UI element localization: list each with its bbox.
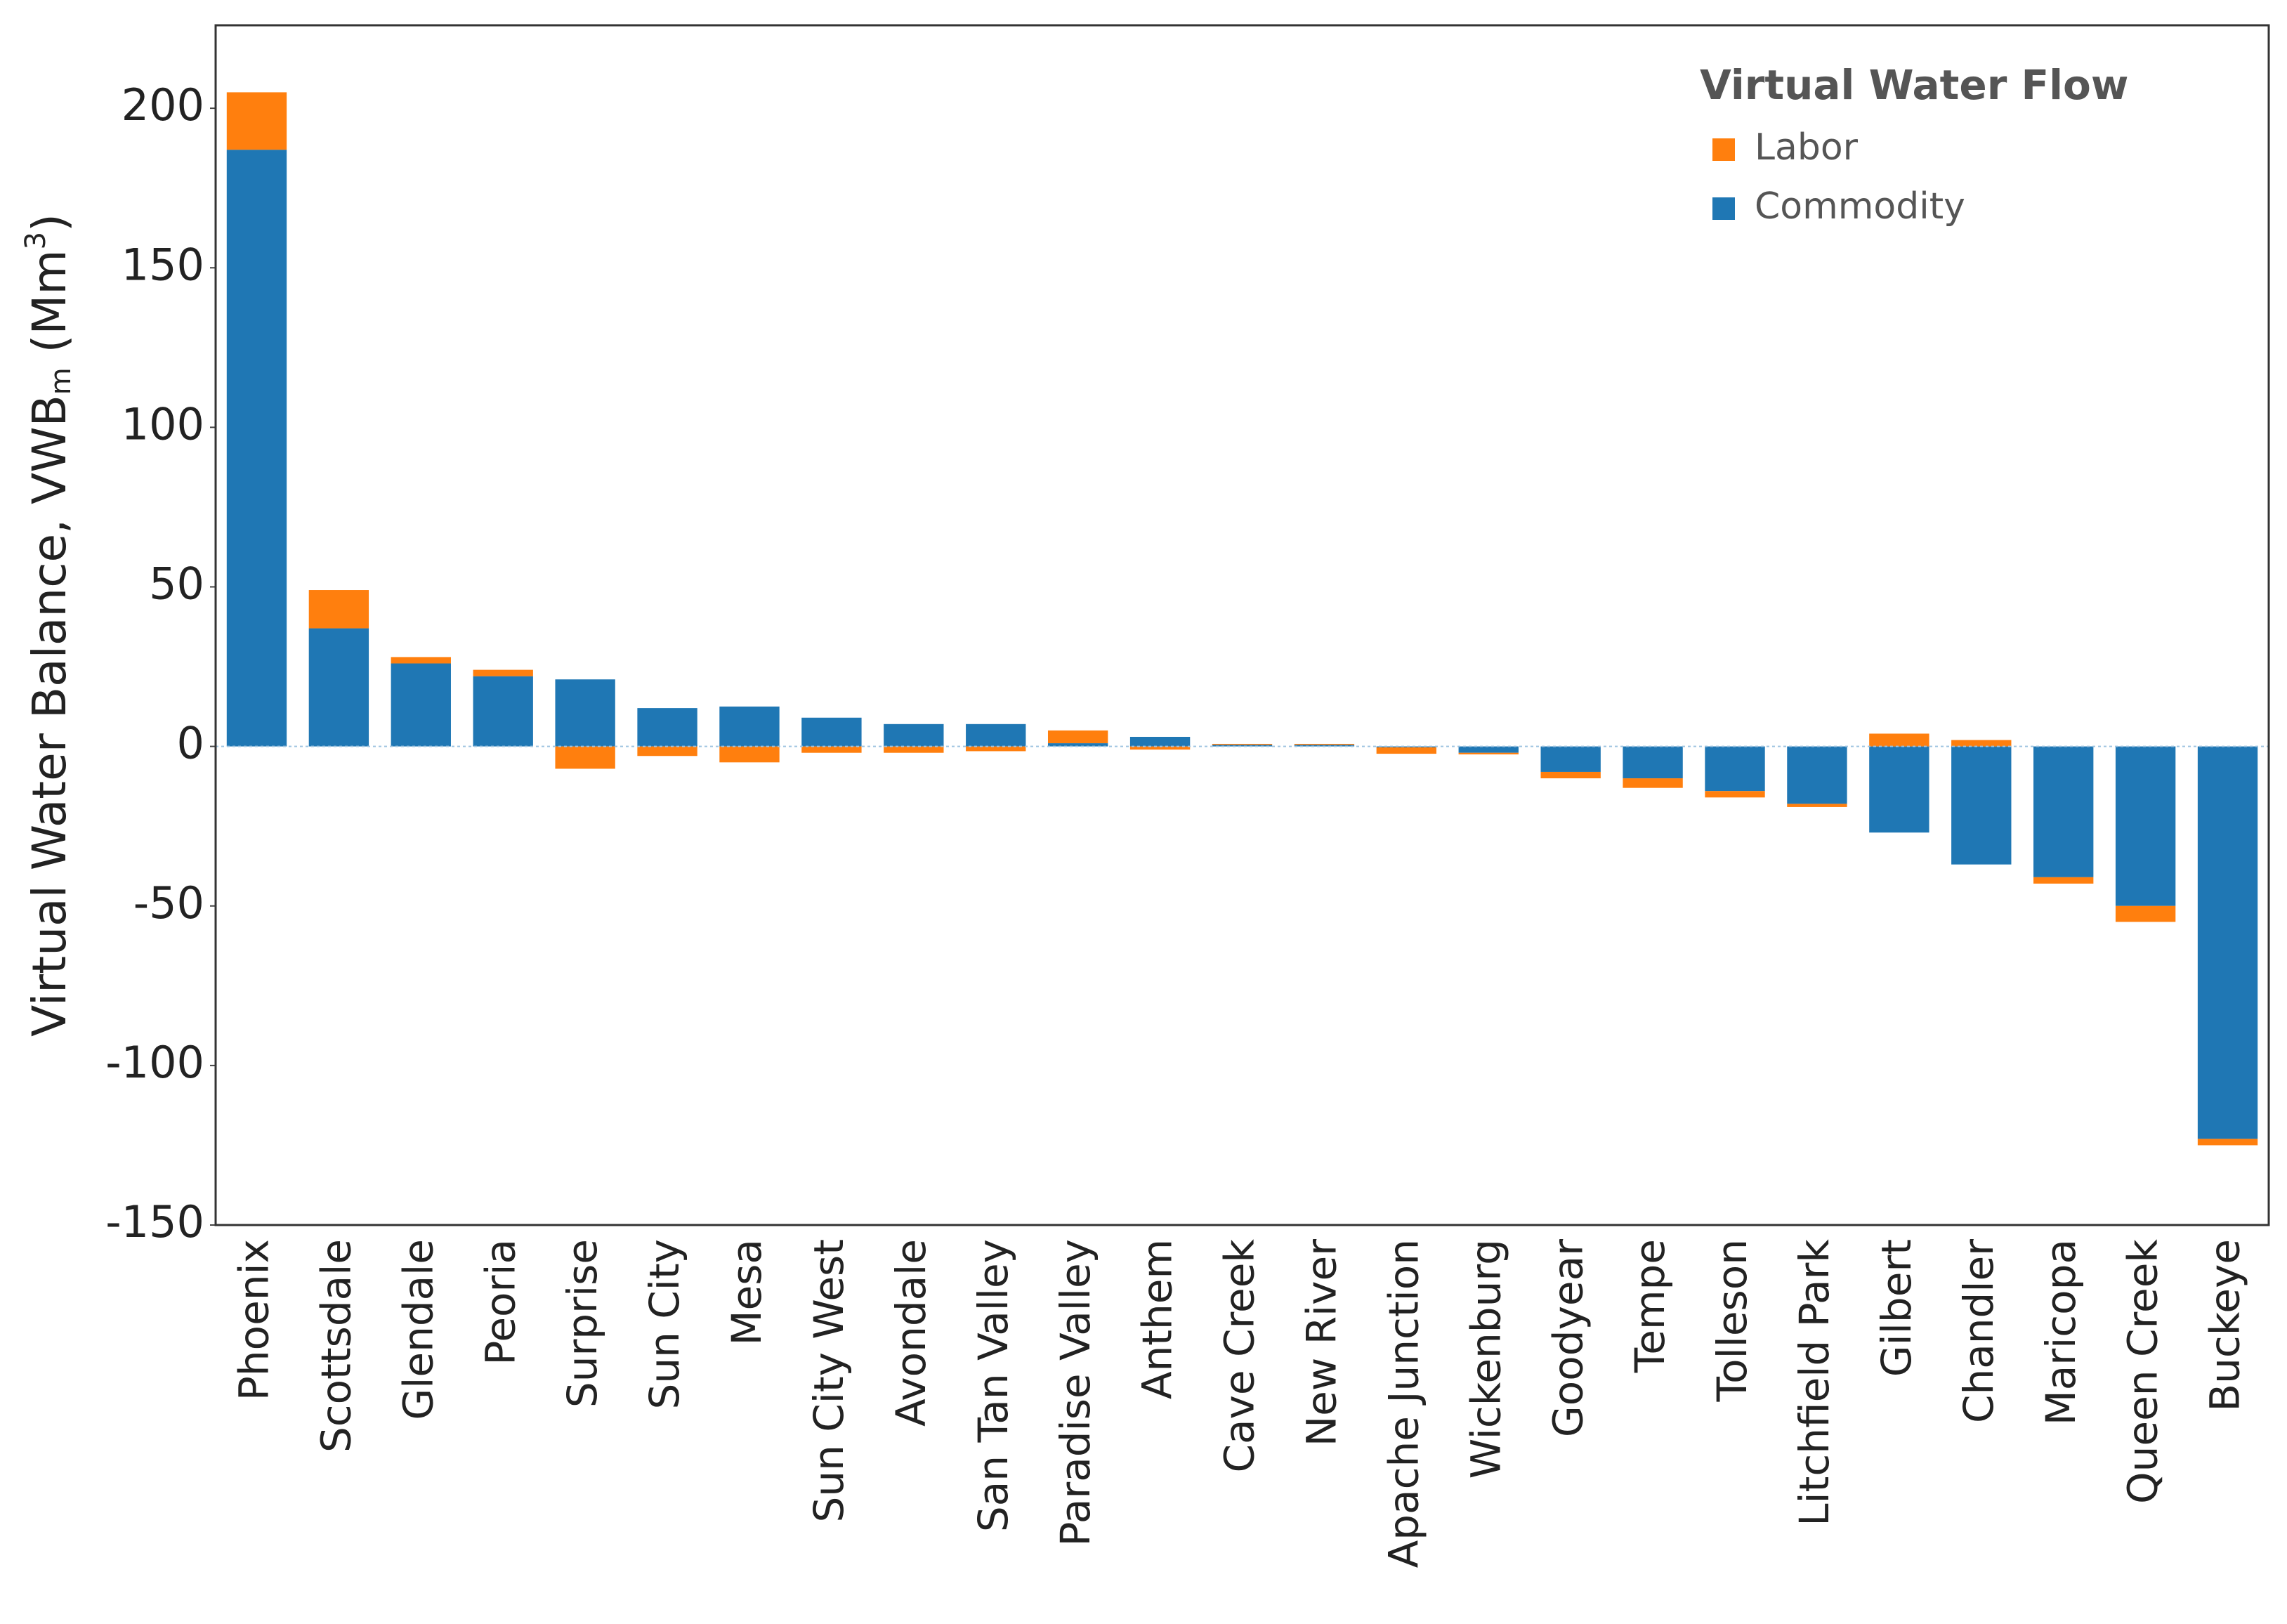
x-tick-label: Buckeye [2201,1239,2249,1412]
x-tick-label: Maricopa [2037,1239,2085,1425]
bar-segment [1951,740,2012,747]
bar-segment [719,746,780,763]
bar-segment [226,92,287,150]
bar-segment [966,723,1026,747]
bar-segment [637,746,697,757]
x-tick-label: Glendale [394,1239,442,1420]
y-tick-label: -150 [105,1196,204,1248]
bar-segment [555,746,615,769]
bar-segment [391,657,451,664]
bar-segment [308,590,369,629]
legend-label: Commodity [1755,185,1965,228]
legend-label: Labor [1755,126,1859,169]
x-tick-label: Tempe [1626,1239,1674,1373]
y-label-part: Virtual Water Balance, VWB [22,395,77,1037]
y-tick-label: -100 [105,1037,204,1088]
x-tick-label: Peoria [476,1239,524,1366]
plot-frame [214,24,2270,1226]
x-tick-label: Scottsdale [312,1239,360,1453]
x-tick-label: Cave Creek [1216,1239,1264,1473]
x-tick-label: Apache Junction [1380,1239,1427,1568]
bar-segment [1458,746,1519,753]
bar-segment [2197,746,2258,1139]
legend-swatch [1712,197,1735,220]
x-tick-label: Queen Creek [2119,1239,2167,1504]
bar-segment [226,150,287,747]
bar-segment [1869,733,1929,747]
bar-segment [1705,791,1765,798]
x-tick-label: Tolleson [1708,1239,1756,1402]
y-tick-label: 200 [122,79,204,131]
bar-segment [1623,778,1683,788]
bar-segment [1047,730,1108,744]
bar-segment [637,708,697,747]
bar-segment [719,706,780,747]
bar-segment [1212,745,1273,747]
x-tick-label: Sun City West [805,1239,853,1522]
bar-segment [473,676,533,747]
bar-segment [1129,746,1191,750]
bar-segment [1294,743,1355,745]
bar-segment [1540,771,1601,779]
y-label-part: ) [22,214,77,232]
y-label-sup: 3 [20,232,52,249]
bar-segment [1951,746,2012,865]
bar-segment [1787,804,1847,807]
x-tick-label: Litchfield Park [1790,1239,1838,1526]
bar-segment [1540,746,1601,772]
bar-segment [1623,746,1683,779]
bar-segment [966,746,1026,752]
bar-segment [884,723,944,747]
y-label-part: (Mm [22,249,77,367]
bar-segment [391,663,451,747]
x-tick-label: Avondale [887,1239,935,1427]
bar-segment [1705,746,1765,792]
x-tick-label: Anthem [1134,1239,1181,1399]
y-axis-label: Virtual Water Balance, VWBm (Mm3) [20,214,77,1037]
x-tick-label: Wickenburg [1462,1239,1509,1479]
x-tick-label: Surprise [558,1239,606,1408]
bar-segment [884,746,944,753]
bar-segment [2115,746,2176,906]
bar-segment [1869,746,1929,833]
x-tick-label: Gilbert [1873,1239,1920,1377]
y-tick-label: 100 [122,398,204,450]
bar-segment [1212,743,1273,745]
x-tick-label: Paradise Valley [1051,1239,1099,1547]
bar-segment [2033,746,2094,877]
bar-segment [555,679,615,747]
bar-segment [308,628,369,747]
y-tick-label: -50 [133,877,204,929]
y-tick-label: 0 [177,718,204,769]
bar-segment [1294,745,1355,747]
bar-segment [801,717,862,747]
bar-segment [801,746,862,753]
y-label-sub: m [45,367,77,395]
x-tick-label: Goodyear [1544,1239,1592,1437]
bar-segment [1787,746,1847,804]
bar-segment [1129,736,1191,747]
bar-segment [1458,752,1519,754]
bar-segment [2115,905,2176,922]
bar-segment [473,669,533,676]
y-tick-label: 50 [149,558,204,610]
x-tick-label: Mesa [723,1239,771,1346]
x-tick-label: Sun City [641,1239,688,1409]
bar-segment [1376,747,1437,754]
legend-swatch [1712,138,1735,161]
bar-segment [2033,877,2094,884]
x-tick-label: Phoenix [230,1239,278,1401]
x-tick-label: San Tan Valley [969,1239,1017,1532]
legend-title: Virtual Water Flow [1700,61,2128,109]
bar-segment [2197,1139,2258,1146]
x-tick-label: Chandler [1955,1239,2003,1423]
bar-segment [1047,743,1108,747]
x-tick-label: New River [1298,1239,1346,1446]
y-tick-label: 150 [122,239,204,290]
